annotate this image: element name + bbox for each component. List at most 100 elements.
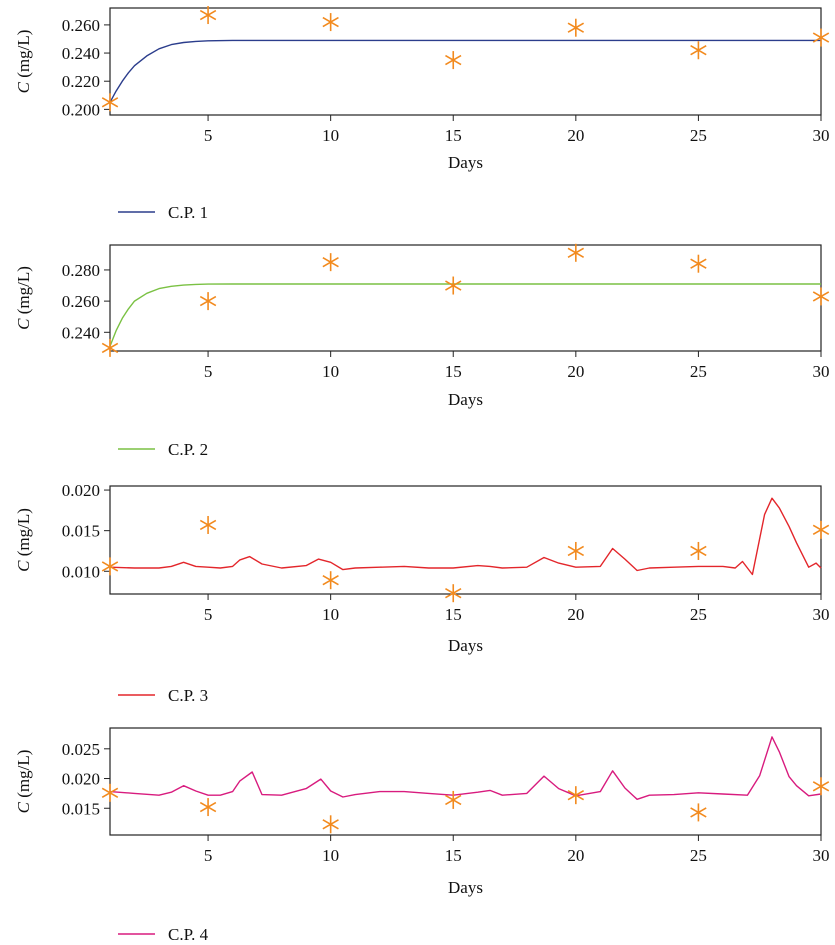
- marker-stroke: [690, 545, 707, 557]
- marker-stroke: [445, 794, 462, 806]
- series-line: [109, 283, 821, 347]
- y-axis-title-symbol: C: [14, 81, 33, 93]
- y-tick-label: 0.010: [62, 562, 100, 581]
- marker-stroke: [199, 295, 217, 307]
- data-point: [812, 287, 830, 306]
- marker-stroke: [101, 561, 119, 572]
- y-tick-label: 0.240: [62, 44, 100, 63]
- data-point: [690, 803, 707, 822]
- data-point: [199, 292, 217, 311]
- marker-stroke: [812, 32, 830, 43]
- legend-label: C.P. 3: [168, 686, 208, 705]
- marker-stroke: [690, 258, 707, 269]
- x-tick-label: 5: [204, 126, 213, 145]
- x-tick-label: 30: [813, 605, 830, 624]
- chart-panel-2: 5 10 15 20 25 30 0.240 0.260 0.280 Days C (mg/L) C.…: [14, 243, 830, 459]
- marker-stroke: [322, 819, 339, 830]
- y-axis-title: C (mg/L): [14, 30, 33, 94]
- x-tick-label: 20: [567, 846, 584, 865]
- marker-stroke: [445, 54, 462, 66]
- marker-stroke: [567, 247, 585, 258]
- x-tick-label: 25: [690, 846, 707, 865]
- marker-stroke: [567, 789, 585, 801]
- x-tick-label: 15: [445, 846, 462, 865]
- data-point: [322, 13, 339, 32]
- series-line: [109, 497, 822, 576]
- y-axis-title-symbol: C: [14, 560, 33, 572]
- marker-stroke: [322, 575, 339, 586]
- data-point: [101, 557, 119, 576]
- y-axis-title-unit: (mg/L): [14, 750, 33, 802]
- x-tick-label: 25: [690, 605, 707, 624]
- x-axis-title: Days: [448, 153, 483, 172]
- marker-stroke: [690, 807, 707, 818]
- x-tick-label: 30: [813, 362, 830, 381]
- y-axis-title-unit: (mg/L): [14, 508, 33, 560]
- data-point: [445, 276, 462, 295]
- marker-stroke: [812, 524, 830, 536]
- plot-frame: [109, 485, 822, 595]
- chart-panel-4: 5 10 15 20 25 30 0.015 0.020 0.025 Days C (mg/L) C.…: [14, 727, 830, 944]
- marker-stroke: [445, 280, 462, 291]
- data-point: [322, 253, 339, 272]
- marker-stroke: [322, 16, 339, 28]
- x-axis-title: Days: [448, 636, 483, 655]
- chart-panel-3: 5 10 15 20 25 30 0.010 0.015 0.020 Days C (mg/L) C.…: [14, 481, 830, 705]
- data-point: [445, 51, 462, 70]
- x-tick-label: 10: [322, 126, 339, 145]
- plot-frame: [109, 244, 822, 352]
- x-tick-label: 5: [204, 362, 213, 381]
- plot-frame: [109, 727, 822, 836]
- data-point: [101, 93, 119, 112]
- data-point: [199, 798, 217, 817]
- y-tick-label: 0.280: [62, 261, 100, 280]
- marker-stroke: [199, 519, 217, 531]
- data-point: [101, 783, 119, 802]
- x-tick-label: 15: [445, 605, 462, 624]
- x-tick-label: 5: [204, 605, 213, 624]
- data-point: [322, 571, 339, 590]
- x-tick-label: 10: [322, 362, 339, 381]
- marker-stroke: [101, 97, 119, 108]
- marker-stroke: [812, 781, 830, 792]
- y-axis-title-symbol: C: [14, 318, 33, 330]
- legend-label: C.P. 1: [168, 203, 208, 222]
- x-tick-label: 15: [445, 362, 462, 381]
- data-point: [567, 541, 585, 560]
- series-line: [109, 736, 822, 800]
- x-tick-label: 10: [322, 605, 339, 624]
- data-point: [690, 541, 707, 560]
- marker-stroke: [199, 801, 217, 813]
- marker-stroke: [445, 587, 462, 599]
- y-axis-title: C (mg/L): [14, 508, 33, 572]
- data-point: [101, 338, 119, 357]
- marker-stroke: [567, 22, 585, 33]
- y-axis-title: C (mg/L): [14, 266, 33, 330]
- marker-stroke: [567, 545, 585, 557]
- marker-stroke: [812, 291, 830, 302]
- x-tick-label: 20: [567, 362, 584, 381]
- x-tick-label: 25: [690, 126, 707, 145]
- data-point: [445, 790, 462, 809]
- y-tick-label: 0.220: [62, 72, 100, 91]
- data-point: [812, 28, 830, 47]
- marker-stroke: [199, 9, 217, 21]
- y-axis-title-unit: (mg/L): [14, 266, 33, 318]
- x-tick-label: 5: [204, 846, 213, 865]
- data-point: [690, 254, 707, 273]
- series-line: [109, 39, 821, 103]
- data-point: [322, 815, 339, 834]
- y-tick-label: 0.020: [62, 770, 100, 789]
- y-tick-label: 0.260: [62, 292, 100, 311]
- data-point: [567, 18, 585, 37]
- data-point: [199, 6, 217, 25]
- x-tick-label: 30: [813, 126, 830, 145]
- plot-frame: [109, 7, 822, 116]
- y-axis-title-symbol: C: [14, 801, 33, 813]
- y-tick-label: 0.200: [62, 100, 100, 119]
- y-tick-label: 0.025: [62, 740, 100, 759]
- marker-stroke: [322, 256, 339, 268]
- legend-label: C.P. 4: [168, 925, 209, 944]
- x-axis-title: Days: [448, 878, 483, 897]
